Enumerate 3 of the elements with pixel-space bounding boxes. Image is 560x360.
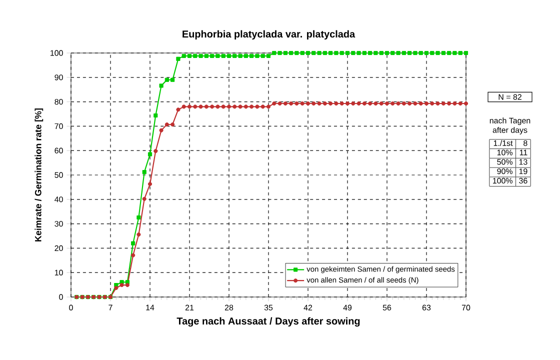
x-axis-title: Tage nach Aussaat / Days after sowing [176,317,360,327]
y-axis-title: Keimrate / Germination rate [%] [34,108,44,242]
chart-title: Euphorbia platyclada var. platyclada [182,30,356,40]
